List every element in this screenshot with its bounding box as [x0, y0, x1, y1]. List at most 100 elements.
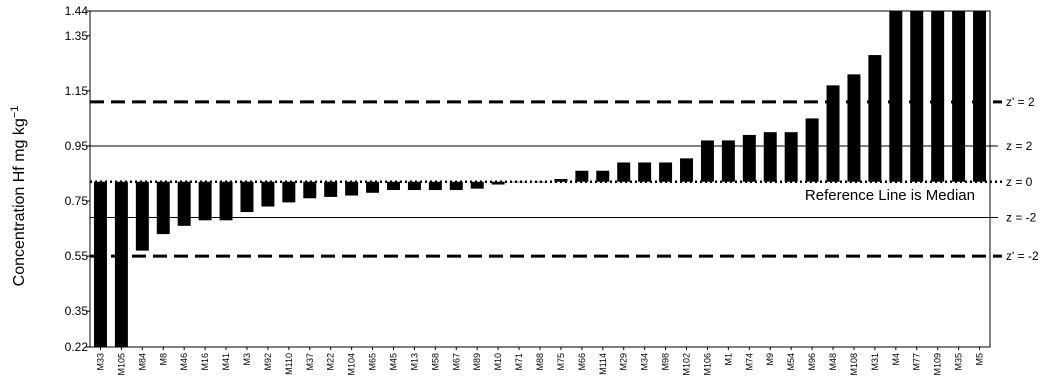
bar-m33 — [93, 181, 107, 347]
y-axis-label: Concentration Hf mg kg−1 — [9, 106, 28, 287]
bar-m54 — [784, 132, 798, 182]
x-tick-label: M96 — [807, 353, 817, 371]
bar-m104 — [345, 181, 359, 196]
plot-frame — [89, 10, 991, 348]
x-tick-label: M89 — [472, 353, 482, 371]
y-tick-label: 1.15 — [65, 84, 89, 98]
bar-m109 — [931, 11, 945, 182]
y-axis: 1.44 1.35 1.15 0.95 0.75 0.55 0.35 0.22 — [65, 4, 90, 354]
x-tick-label: M114 — [598, 353, 608, 375]
bar-m102 — [680, 158, 693, 182]
bar-m16 — [198, 181, 212, 221]
x-tick-label: M105 — [116, 353, 126, 376]
x-tick-label: M33 — [95, 353, 105, 371]
x-tick-label: M88 — [535, 353, 545, 371]
bar-m45 — [387, 181, 400, 191]
bar-m67 — [449, 181, 463, 191]
y-tick-label: 1.35 — [65, 29, 89, 43]
bar-m84 — [135, 181, 149, 251]
x-tick-label: M46 — [179, 353, 189, 371]
reference-line-label: z' = 2 — [1006, 95, 1035, 109]
bar-m34 — [638, 162, 652, 182]
bar-m58 — [428, 181, 442, 191]
bars — [93, 11, 987, 347]
x-tick-label: M75 — [556, 353, 566, 371]
x-tick-label: M35 — [954, 353, 964, 371]
svg-text:Concentration Hf mg kg−1: Concentration Hf mg kg−1 — [9, 106, 28, 287]
bar-m8 — [156, 181, 170, 235]
bar-m48 — [826, 85, 840, 182]
x-tick-label: M45 — [388, 353, 398, 371]
bar-m66 — [575, 170, 589, 182]
bar-m110 — [282, 181, 296, 203]
y-axis-label-unit-exponent: −1 — [9, 106, 21, 119]
y-tick-label: 1.44 — [65, 4, 89, 18]
x-tick-label: M84 — [137, 353, 147, 371]
x-tick-label: M22 — [326, 353, 336, 371]
x-tick-label: M31 — [870, 353, 880, 371]
x-tick-label: M8 — [158, 353, 168, 366]
x-tick-label: M67 — [451, 353, 461, 371]
reference-line-label: z = 0 — [1006, 175, 1033, 189]
bar-m10 — [491, 181, 505, 185]
x-tick-label: M1 — [723, 353, 733, 366]
bar-m46 — [177, 181, 191, 226]
bar-m37 — [303, 181, 317, 199]
x-tick-label: M102 — [682, 353, 692, 376]
x-tick-label: M110 — [284, 353, 294, 375]
bar-m22 — [324, 181, 338, 197]
x-tick-label: M109 — [933, 353, 943, 376]
x-tick-label: M106 — [702, 353, 712, 376]
x-tick-label: M4 — [891, 353, 901, 366]
x-axis: M33 M105 M84 M8 M46 M16 M41 M3 M92 M110 M37 M22 M104… — [95, 347, 985, 376]
x-tick-label: M66 — [577, 353, 587, 371]
x-tick-label: M104 — [347, 353, 357, 376]
reference-line-label: z = 2 — [1006, 139, 1033, 153]
bar-m31 — [868, 55, 882, 182]
bar-m92 — [261, 181, 275, 207]
x-tick-label: M10 — [493, 353, 503, 371]
bar-m35 — [952, 11, 966, 182]
y-tick-label: 0.35 — [65, 304, 89, 318]
x-tick-label: M74 — [744, 353, 754, 371]
bar-m4 — [889, 11, 903, 182]
x-tick-label: M41 — [221, 353, 231, 371]
y-tick-label: 0.22 — [65, 340, 89, 354]
bar-m89 — [470, 181, 484, 189]
y-tick-label: 0.55 — [65, 249, 89, 263]
x-tick-label: M92 — [263, 353, 273, 371]
reference-line-label: z' = -2 — [1006, 249, 1039, 263]
x-tick-label: M16 — [200, 353, 210, 371]
y-axis-label-text: Concentration Hf mg kg — [11, 118, 28, 286]
x-tick-label: M98 — [661, 353, 671, 371]
x-tick-label: M48 — [828, 353, 838, 371]
bar-m98 — [659, 162, 673, 182]
bar-m106 — [700, 140, 714, 182]
bar-m41 — [219, 181, 233, 221]
bar-m65 — [366, 181, 380, 193]
x-tick-label: M65 — [368, 353, 378, 371]
y-tick-label: 0.75 — [65, 194, 89, 208]
bar-m3 — [240, 181, 254, 213]
x-tick-label: M34 — [640, 353, 650, 371]
x-tick-label: M77 — [912, 353, 922, 371]
y-tick-label: 0.95 — [65, 139, 89, 153]
x-tick-label: M3 — [242, 353, 252, 366]
bar-m29 — [617, 162, 631, 182]
bar-m9 — [763, 132, 777, 182]
bar-m105 — [114, 181, 128, 347]
x-tick-label: M5 — [975, 353, 985, 366]
x-tick-label: M9 — [765, 353, 775, 366]
x-tick-label: M13 — [409, 353, 419, 371]
bar-m88 — [533, 181, 547, 183]
x-tick-label: M71 — [514, 353, 524, 371]
bar-m13 — [407, 181, 421, 191]
x-tick-label: M54 — [786, 353, 796, 371]
bar-m1 — [721, 140, 735, 182]
bar-m74 — [742, 134, 756, 182]
x-tick-label: M29 — [619, 353, 629, 371]
x-tick-label: M37 — [305, 353, 315, 371]
bar-m96 — [805, 118, 819, 182]
reference-line-label: z = -2 — [1006, 211, 1037, 225]
